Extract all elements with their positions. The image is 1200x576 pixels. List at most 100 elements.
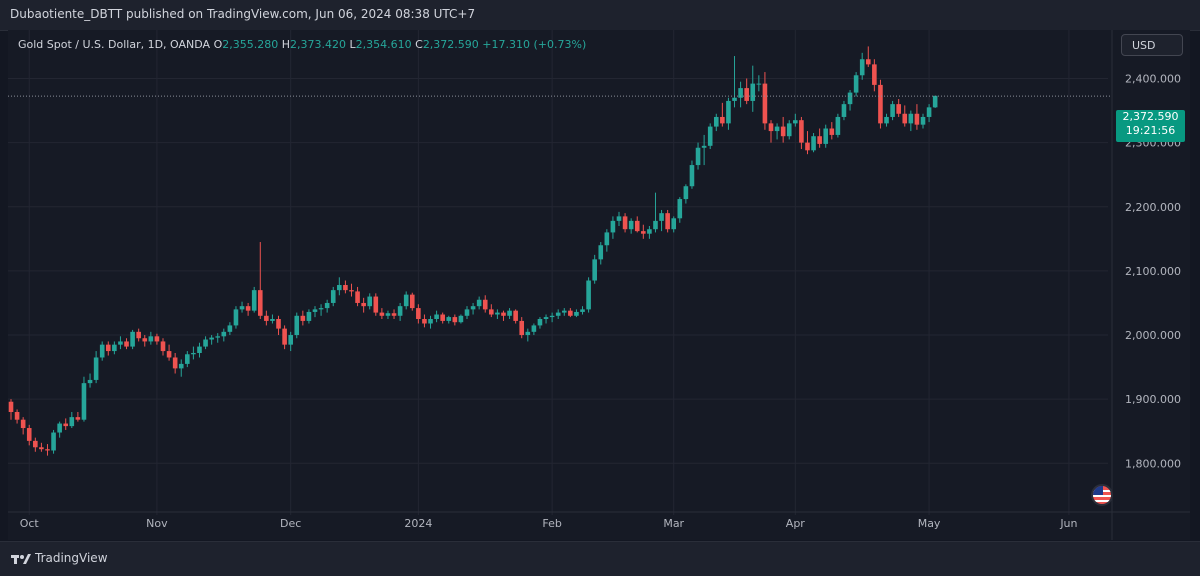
candle-body [495, 312, 500, 315]
candle-body [519, 320, 525, 336]
candle-body [744, 88, 749, 101]
candle-body [112, 344, 117, 352]
candle-body [434, 314, 439, 319]
close-value: 2,372.590 [422, 38, 479, 51]
candle-body [282, 328, 287, 345]
candle-body [270, 319, 275, 321]
candle-body [142, 338, 148, 342]
candle-body [847, 92, 853, 105]
close-label: C [415, 38, 423, 51]
candle-body [209, 337, 214, 340]
candle-body [780, 126, 786, 137]
x-tick-label: Jun [1059, 517, 1077, 530]
tradingview-logo-icon[interactable] [11, 553, 31, 565]
candle-body [51, 432, 56, 451]
candle-body [932, 95, 938, 108]
candle-body [227, 325, 233, 332]
candle-body [653, 220, 658, 230]
candle-body [586, 280, 591, 310]
candlestick-chart[interactable]: 1,800.000 1,900.000 2,000.000 2,100.000 2,20… [8, 30, 1190, 540]
candle-body [902, 113, 908, 124]
us-flag-icon[interactable] [1091, 484, 1113, 506]
change-value: +17.310 (+0.73%) [482, 38, 587, 51]
candle-body [215, 336, 221, 338]
candle-body [306, 311, 312, 321]
candle-body [829, 128, 835, 135]
candle-body [628, 220, 634, 230]
candle-body [172, 357, 178, 369]
candle-body [8, 401, 14, 412]
candle-body [185, 354, 190, 364]
candle-body [118, 341, 123, 345]
low-value: 2,354.610 [355, 38, 412, 51]
candle-body [793, 120, 798, 124]
ohlc-legend: Gold Spot / U.S. Dollar, 1D, OANDA O2,35… [18, 38, 586, 51]
candle-body [604, 232, 610, 246]
candle-body [823, 128, 829, 144]
candle-body [683, 186, 689, 200]
candle-body [774, 126, 780, 132]
bar-countdown: 19:21:56 [1125, 124, 1176, 137]
candle-body [610, 220, 616, 233]
candle-body [598, 245, 604, 260]
candle-body [701, 145, 707, 148]
candle-body [385, 313, 391, 316]
candle-body [367, 296, 373, 307]
candle-body [178, 363, 184, 369]
candle-body [726, 100, 731, 124]
candle-body [69, 417, 75, 427]
y-tick-label: 2,400.000 [1125, 72, 1181, 85]
candle-body [446, 317, 452, 321]
candle-body [416, 308, 421, 319]
high-label: H [281, 38, 291, 51]
candle-body [786, 123, 792, 137]
candle-body [397, 306, 403, 316]
candle-body [154, 336, 160, 342]
currency-button[interactable]: USD [1121, 34, 1183, 56]
candle-body [124, 341, 129, 347]
candle-body [428, 319, 433, 324]
candle-body [409, 294, 415, 309]
candle-body [574, 311, 579, 316]
candle-body [251, 290, 257, 311]
candle-body [324, 302, 330, 309]
candle-body [257, 290, 263, 316]
candle-body [452, 317, 458, 323]
candle-body [695, 147, 701, 166]
y-tick-label: 1,800.000 [1125, 457, 1181, 470]
candle-body [75, 417, 81, 420]
candle-body [525, 331, 531, 336]
x-tick-label: Nov [146, 517, 168, 530]
candle-body [312, 309, 318, 312]
candle-body [890, 104, 895, 117]
candle-body [920, 116, 926, 125]
candle-body [26, 428, 32, 441]
low-label: L [349, 38, 356, 51]
candle-body [872, 64, 877, 85]
candle-body [39, 447, 44, 450]
candle-body [20, 419, 26, 429]
candle-body [926, 107, 932, 117]
candle-body [665, 213, 670, 230]
candle-body [677, 199, 683, 219]
brand-name[interactable]: TradingView [35, 551, 108, 565]
candle-body [896, 104, 901, 114]
candle-body [817, 136, 822, 144]
candle-body [482, 299, 488, 310]
x-tick-label: Dec [280, 517, 301, 530]
candle-body [330, 290, 336, 303]
x-tick-label: May [918, 517, 941, 530]
candle-body [318, 308, 324, 310]
last-price-label: 2,372.590 19:21:56 [1116, 110, 1185, 142]
candle-body [93, 357, 99, 380]
candle-body [689, 165, 695, 187]
candle-body [294, 315, 300, 336]
candle-body [458, 315, 464, 323]
candle-body [203, 339, 208, 347]
candle-body [592, 259, 597, 281]
candle-body [136, 331, 141, 339]
candle-body [349, 290, 354, 292]
candle-body [659, 213, 664, 221]
chart-area[interactable]: 1,800.000 1,900.000 2,000.000 2,100.000 2,20… [8, 30, 1190, 540]
candle-body [422, 319, 427, 324]
